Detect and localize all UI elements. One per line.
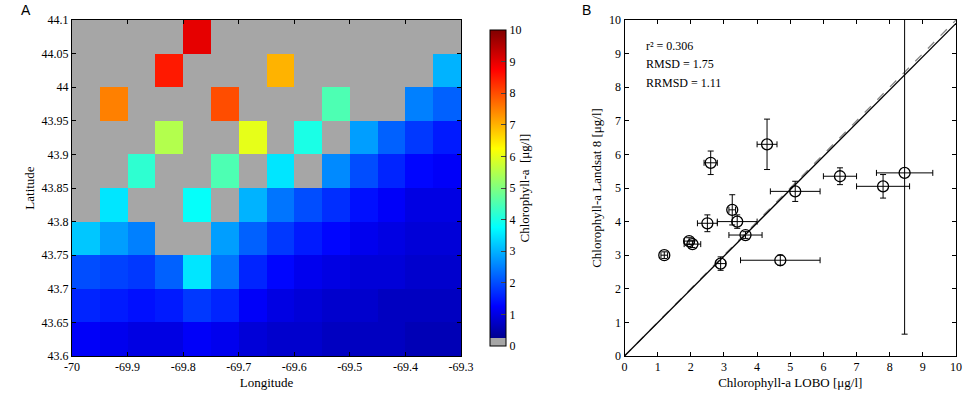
svg-text:Chlorophyll-a LOBO [μg/l]: Chlorophyll-a LOBO [μg/l]	[718, 375, 862, 390]
svg-text:44.05: 44.05	[42, 47, 69, 61]
svg-text:1: 1	[615, 316, 621, 330]
svg-text:6: 6	[820, 360, 826, 374]
svg-text:8: 8	[887, 360, 893, 374]
svg-text:RMSD = 1.75: RMSD = 1.75	[646, 57, 714, 71]
svg-text:43.9: 43.9	[48, 148, 69, 162]
svg-text:5: 5	[787, 360, 793, 374]
svg-text:43.85: 43.85	[42, 181, 69, 195]
svg-text:0: 0	[622, 360, 628, 374]
svg-text:7: 7	[509, 118, 515, 132]
svg-text:3: 3	[615, 248, 621, 262]
svg-text:-69.7: -69.7	[226, 360, 251, 374]
svg-text:4: 4	[754, 360, 760, 374]
svg-text:A: A	[21, 2, 31, 18]
svg-text:8: 8	[509, 86, 515, 100]
svg-text:-69.9: -69.9	[115, 360, 140, 374]
svg-text:43.6: 43.6	[48, 349, 69, 363]
svg-text:43.65: 43.65	[42, 316, 69, 330]
svg-text:4: 4	[615, 215, 621, 229]
svg-text:6: 6	[615, 148, 621, 162]
svg-text:43.8: 43.8	[48, 215, 69, 229]
svg-text:r² = 0.306: r² = 0.306	[646, 39, 693, 53]
svg-text:10: 10	[950, 360, 962, 374]
svg-text:44: 44	[57, 80, 69, 94]
svg-text:43.75: 43.75	[42, 248, 69, 262]
svg-text:43.95: 43.95	[42, 114, 69, 128]
svg-text:Chlorophyll-a Landsat 8 [μg/l]: Chlorophyll-a Landsat 8 [μg/l]	[589, 108, 604, 268]
svg-text:10: 10	[509, 23, 521, 37]
svg-text:10: 10	[609, 13, 621, 27]
svg-text:-70: -70	[64, 360, 80, 374]
svg-text:-69.3: -69.3	[448, 360, 473, 374]
svg-text:B: B	[582, 2, 591, 18]
svg-text:Longitude: Longitude	[240, 375, 294, 390]
svg-text:Latitude: Latitude	[22, 166, 37, 210]
svg-text:RRMSD = 1.11: RRMSD = 1.11	[646, 76, 721, 90]
svg-text:7: 7	[854, 360, 860, 374]
svg-text:3: 3	[721, 360, 727, 374]
svg-text:5: 5	[509, 181, 515, 195]
svg-text:-69.8: -69.8	[171, 360, 196, 374]
svg-text:9: 9	[920, 360, 926, 374]
svg-text:44.1: 44.1	[48, 13, 69, 27]
svg-text:-69.5: -69.5	[337, 360, 362, 374]
svg-text:9: 9	[509, 55, 515, 69]
svg-text:0: 0	[615, 349, 621, 363]
svg-text:43.7: 43.7	[48, 282, 69, 296]
svg-text:4: 4	[509, 213, 515, 227]
svg-text:3: 3	[509, 244, 515, 258]
svg-text:7: 7	[615, 114, 621, 128]
svg-text:Chlorophyll-a [μg/l]: Chlorophyll-a [μg/l]	[517, 134, 532, 243]
svg-text:8: 8	[615, 80, 621, 94]
svg-text:0: 0	[509, 339, 515, 353]
svg-text:5: 5	[615, 181, 621, 195]
svg-text:-69.4: -69.4	[393, 360, 418, 374]
svg-text:6: 6	[509, 150, 515, 164]
svg-text:2: 2	[688, 360, 694, 374]
svg-text:-69.6: -69.6	[282, 360, 307, 374]
svg-text:2: 2	[509, 276, 515, 290]
svg-text:1: 1	[509, 308, 515, 322]
svg-text:2: 2	[615, 282, 621, 296]
svg-text:1: 1	[655, 360, 661, 374]
svg-text:9: 9	[615, 47, 621, 61]
